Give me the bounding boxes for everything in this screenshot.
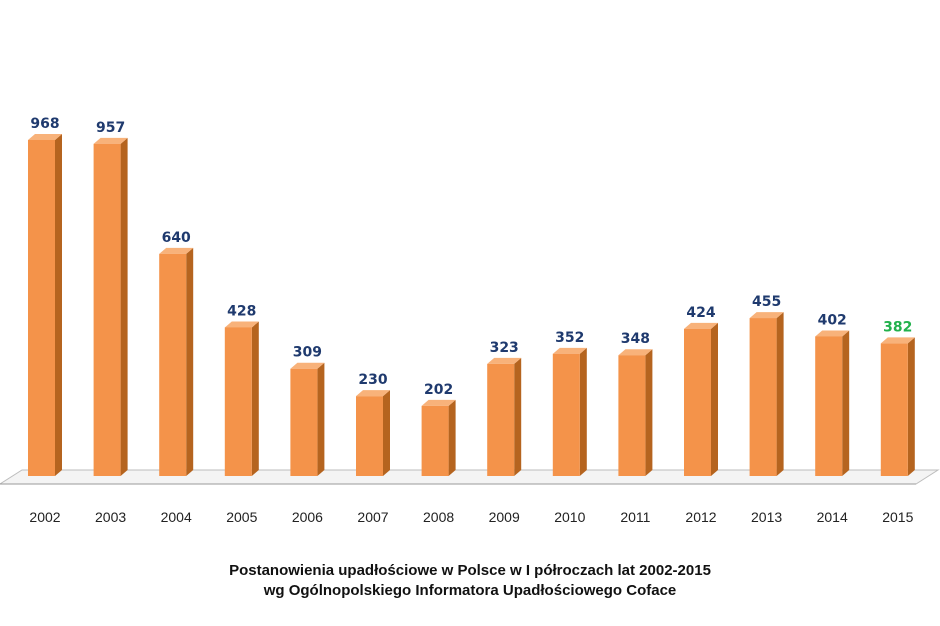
- category-label-2014: 2014: [817, 509, 848, 525]
- bar-2012: [684, 328, 711, 476]
- bar-top-2003: [93, 137, 128, 144]
- value-label-2009: 323: [490, 340, 519, 356]
- chart-floor: [0, 469, 940, 485]
- bar-2002: [28, 140, 55, 476]
- bar-2014: [815, 336, 843, 476]
- value-label-2014: 402: [818, 312, 847, 328]
- value-label-2007: 230: [358, 372, 387, 388]
- bar-side-2006: [317, 362, 325, 476]
- value-label-2005: 428: [227, 303, 256, 319]
- value-label-2008: 202: [424, 382, 453, 398]
- bar-top-2015: [880, 337, 915, 344]
- bar-side-2002: [55, 134, 62, 476]
- category-label-2011: 2011: [620, 509, 650, 525]
- category-label-2010: 2010: [554, 509, 585, 525]
- category-label-2013: 2013: [751, 509, 782, 525]
- value-label-2013: 455: [752, 294, 781, 310]
- category-label-2012: 2012: [685, 509, 716, 525]
- bar-2010: [552, 353, 580, 476]
- bar-top-2004: [159, 247, 194, 254]
- bar-side-2005: [251, 321, 259, 476]
- category-label-2006: 2006: [292, 509, 323, 525]
- value-label-2012: 424: [686, 305, 715, 321]
- bar-top-2013: [749, 312, 784, 319]
- category-label-2008: 2008: [423, 509, 454, 525]
- bar-2008: [421, 405, 449, 476]
- bar-side-2010: [579, 347, 587, 476]
- category-label-2003: 2003: [95, 509, 126, 525]
- bar-side-2012: [711, 322, 718, 476]
- bar-top-2006: [290, 362, 325, 369]
- value-label-2015: 382: [883, 319, 912, 335]
- chart-title: Postanowienia upadłościowe w Polsce w I …: [229, 562, 711, 579]
- value-label-2003: 957: [96, 120, 125, 136]
- category-label-2015: 2015: [882, 509, 913, 525]
- bar-top-2010: [552, 347, 587, 354]
- bar-top-2011: [618, 349, 653, 356]
- category-label-2007: 2007: [357, 509, 388, 525]
- value-label-2011: 348: [621, 331, 650, 347]
- category-label-2004: 2004: [161, 509, 192, 525]
- bar-2006: [290, 368, 318, 476]
- chart-subtitle: wg Ogólnopolskiego Informatora Upadłości…: [263, 582, 677, 599]
- bar-2009: [487, 363, 515, 476]
- bar-top-2014: [815, 330, 850, 337]
- bar-side-2011: [645, 349, 653, 476]
- bar-2007: [356, 396, 383, 476]
- value-label-2004: 640: [162, 230, 191, 246]
- bar-side-2007: [383, 390, 390, 476]
- category-label-2005: 2005: [226, 509, 257, 525]
- category-label-2009: 2009: [489, 509, 520, 525]
- bar-side-2003: [120, 137, 128, 476]
- value-label-2006: 309: [293, 345, 322, 361]
- bar-top-2005: [224, 321, 259, 328]
- bar-top-2012: [684, 322, 718, 329]
- chart-svg: 968 2002 957 2003 640 2004 428 2005 309 2006 230 20…: [0, 116, 940, 525]
- bar-side-2008: [448, 399, 456, 476]
- value-label-2002: 968: [30, 116, 59, 132]
- bar-side-2014: [842, 330, 850, 476]
- bar-side-2013: [776, 312, 784, 476]
- bar-2015: [880, 343, 908, 476]
- bar-2011: [618, 355, 646, 476]
- bar-top-2009: [487, 357, 522, 364]
- bar-side-2009: [514, 357, 522, 476]
- category-label-2002: 2002: [29, 509, 60, 525]
- bar-2013: [749, 318, 777, 476]
- bar-2003: [93, 143, 121, 476]
- bar-2004: [159, 253, 187, 476]
- chart-caption: Postanowienia upadłościowe w Polsce w I …: [0, 561, 940, 601]
- value-label-2010: 352: [555, 330, 584, 346]
- bar-side-2004: [186, 247, 194, 476]
- bar-top-2008: [421, 399, 456, 406]
- bar-side-2015: [907, 337, 915, 476]
- bar-top-2002: [28, 134, 62, 140]
- bar-2005: [224, 327, 252, 476]
- bar-top-2007: [356, 390, 390, 397]
